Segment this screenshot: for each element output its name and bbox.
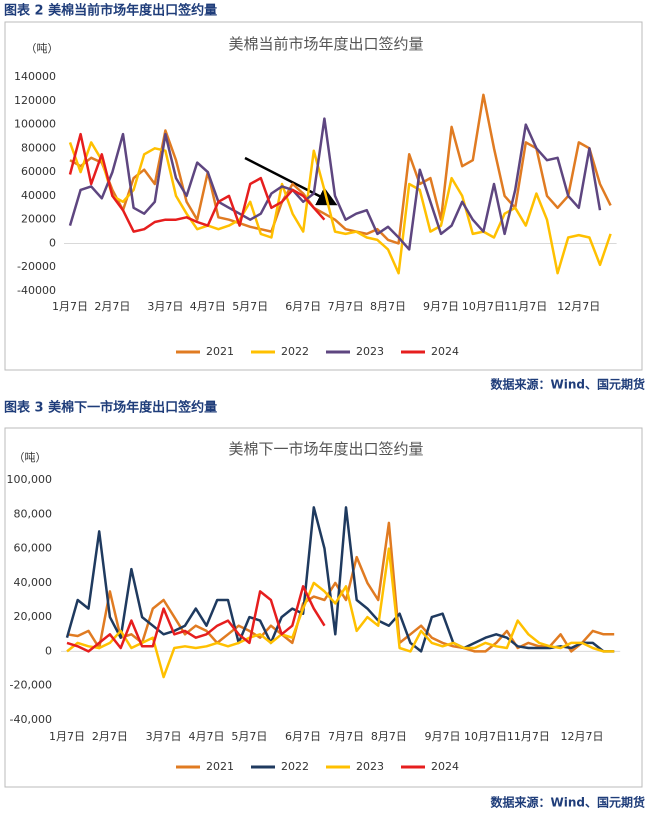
x-tick-label: 8月7日: [371, 730, 407, 743]
legend-label: 2022: [281, 760, 309, 773]
x-tick-label: 12月7日: [557, 300, 600, 313]
x-tick-label: 7月7日: [328, 300, 364, 313]
chart-title: 美棉下一市场年度出口签约量: [228, 440, 423, 458]
legend-label: 2021: [206, 760, 234, 773]
y-tick-label: -40,000: [10, 713, 52, 726]
caption: 图表 2 美棉当前市场年度出口签约量: [4, 3, 217, 19]
x-tick-label: 11月7日: [504, 300, 547, 313]
y-tick-label: 0: [45, 644, 52, 657]
y-axis-label: （吨）: [14, 451, 47, 464]
source: 数据来源：Wind、国元期货: [491, 377, 645, 392]
series-line: [66, 521, 615, 653]
arrow: [244, 156, 338, 206]
x-tick-label: 6月7日: [285, 730, 321, 743]
y-tick-label: 80000: [21, 141, 56, 154]
x-tick-label: 10月7日: [464, 730, 507, 743]
x-tick-label: 1月7日: [52, 300, 88, 313]
legend-label: 2022: [281, 345, 309, 358]
y-tick-label: 60,000: [14, 542, 53, 555]
y-tick-label: 120000: [14, 94, 56, 107]
y-tick-label: 100000: [14, 118, 56, 131]
x-tick-label: 2月7日: [92, 730, 128, 743]
legend-label: 2024: [431, 345, 459, 358]
y-tick-label: 100,000: [7, 473, 53, 486]
x-tick-label: 6月7日: [285, 300, 321, 313]
series-line: [66, 585, 326, 653]
x-tick-label: 12月7日: [561, 730, 604, 743]
x-tick-label: 2月7日: [94, 300, 130, 313]
y-tick-label: 20,000: [14, 610, 53, 623]
series-line: [68, 117, 602, 251]
y-tick-label: 80,000: [14, 507, 53, 520]
y-axis-label: （吨）: [26, 42, 59, 55]
y-tick-label: -40000: [17, 284, 56, 297]
series-line: [68, 132, 326, 233]
y-tick-label: -20000: [17, 260, 56, 273]
y-tick-label: 40000: [21, 189, 56, 202]
y-tick-label: 140000: [14, 70, 56, 83]
chart-frame: [4, 21, 643, 371]
series-line: [66, 547, 615, 679]
x-tick-label: 5月7日: [232, 300, 268, 313]
legend-label: 2023: [356, 345, 384, 358]
x-tick-label: 9月7日: [425, 730, 461, 743]
x-tick-label: 5月7日: [231, 730, 267, 743]
x-tick-label: 7月7日: [328, 730, 364, 743]
legend-label: 2024: [431, 760, 459, 773]
legend-label: 2021: [206, 345, 234, 358]
x-tick-label: 4月7日: [188, 730, 224, 743]
legend-label: 2023: [356, 760, 384, 773]
series-line: [68, 141, 612, 275]
x-tick-label: 10月7日: [462, 300, 505, 313]
x-tick-label: 9月7日: [423, 300, 459, 313]
x-tick-label: 3月7日: [147, 300, 183, 313]
x-tick-label: 4月7日: [190, 300, 226, 313]
series-line: [69, 93, 612, 245]
x-tick-label: 11月7日: [507, 730, 550, 743]
caption: 图表 3 美棉下一市场年度出口签约量: [4, 400, 217, 416]
series-line: [65, 506, 615, 653]
y-tick-label: 20000: [21, 213, 56, 226]
y-tick-label: 40,000: [14, 576, 53, 589]
chart-title: 美棉当前市场年度出口签约量: [228, 35, 423, 53]
y-tick-label: -20,000: [10, 679, 52, 692]
chart-frame: [4, 427, 643, 788]
x-tick-label: 8月7日: [370, 300, 406, 313]
y-tick-label: 0: [49, 236, 56, 249]
x-tick-label: 1月7日: [49, 730, 85, 743]
source: 数据来源：Wind、国元期货: [491, 795, 645, 810]
x-tick-label: 3月7日: [146, 730, 182, 743]
y-tick-label: 60000: [21, 165, 56, 178]
